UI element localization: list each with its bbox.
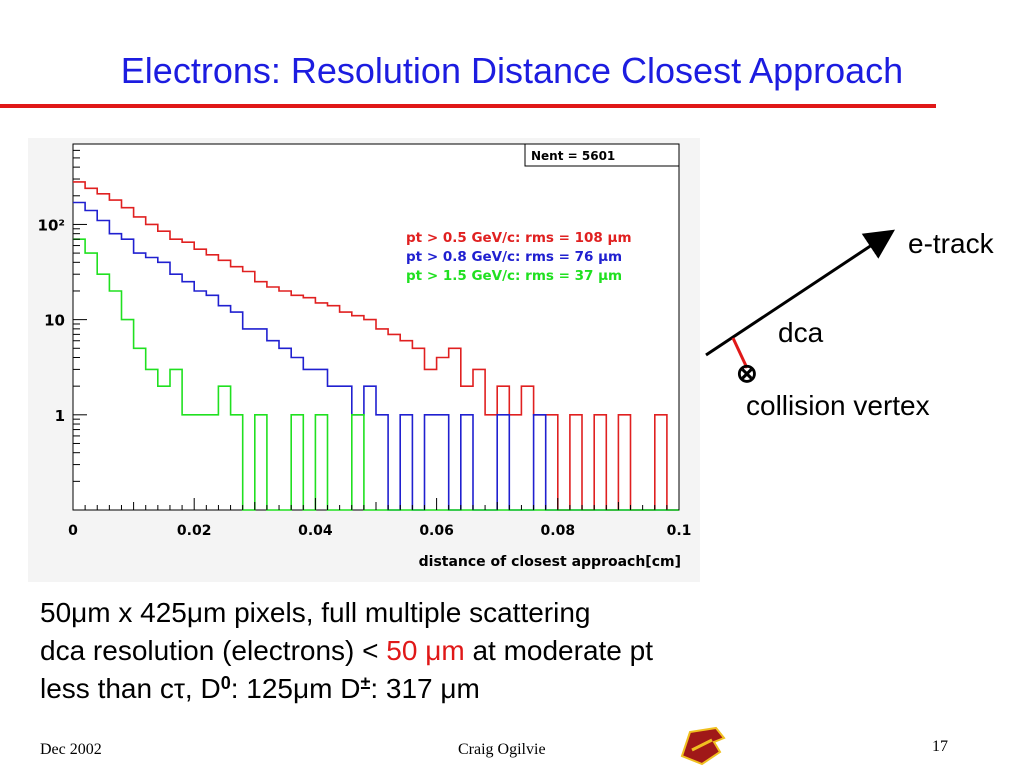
body-text: 50μm x 425μm pixels, full multiple scatt… (40, 594, 653, 708)
collision-vertex-icon: ⊗ (736, 358, 758, 388)
collision-vertex-label: collision vertex (746, 390, 930, 421)
dca-segment (731, 337, 749, 369)
title-rule (0, 104, 936, 108)
legend-entry-1: pt > 0.5 GeV/c: rms = 108 μm (406, 230, 632, 246)
footer-author: Craig Ogilvie (458, 741, 546, 758)
y-tick-label: 10² (38, 216, 65, 234)
y-tick-label: 10 (44, 312, 65, 330)
text-line-2-b: at moderate pt (464, 635, 654, 666)
histogram-chart: 1 10 10² 0 0.02 0.04 0.06 0.08 0.1 distance of cl… (28, 138, 700, 582)
text-line-3-sup2: ± (360, 673, 371, 693)
x-tick-label: 0.08 (541, 523, 576, 539)
x-tick-label: 0.04 (298, 523, 333, 539)
text-line-3-sup1: 0 (220, 673, 231, 693)
slide-title: Electrons: Resolution Distance Closest A… (120, 50, 904, 91)
legend-entry-2: pt > 0.8 GeV/c: rms = 76 μm (406, 249, 622, 265)
histogram-svg: 1 10 10² 0 0.02 0.04 0.06 0.08 0.1 distance of cl… (28, 138, 700, 582)
series-line-1 (73, 181, 679, 511)
e-track-label: e-track (908, 228, 994, 259)
text-line-3-b: : 125μm D (230, 673, 361, 704)
x-axis-title: distance of closest approach[cm] (419, 554, 681, 570)
x-tick-label: 0.1 (667, 523, 692, 539)
legend-entry-3: pt > 1.5 GeV/c: rms = 37 μm (406, 268, 622, 284)
e-track-line (705, 229, 896, 357)
text-line-3-a: less than cτ, D (40, 673, 221, 704)
text-line-2-highlight: 50 μm (386, 635, 465, 666)
stats-box (524, 143, 680, 167)
dca-diagram: e-track dca ⊗ collision vertex (700, 210, 1024, 430)
text-line-2: dca resolution (electrons) < 50 μm at mo… (40, 632, 653, 670)
footer-page-number: 17 (932, 738, 948, 755)
text-line-2-a: dca resolution (electrons) < (40, 635, 387, 666)
x-tick-label: 0 (68, 523, 78, 539)
y-tick-label: 1 (55, 407, 65, 425)
dca-label: dca (778, 317, 824, 348)
text-line-3-c: : 317 μm (370, 673, 480, 704)
stats-box-text: Nent = 5601 (531, 149, 615, 163)
x-tick-label: 0.06 (419, 523, 454, 539)
text-line-1-content: 50μm x 425μm pixels, full multiple scatt… (40, 597, 591, 628)
x-tick-label: 0.02 (177, 523, 212, 539)
dca-diagram-svg (705, 229, 896, 369)
footer-date: Dec 2002 (40, 741, 102, 758)
text-line-1: 50μm x 425μm pixels, full multiple scatt… (40, 594, 653, 632)
text-line-3: less than cτ, D0: 125μm D±: 317 μm (40, 670, 653, 708)
university-logo-icon (676, 726, 728, 766)
series-line-2 (73, 201, 679, 511)
